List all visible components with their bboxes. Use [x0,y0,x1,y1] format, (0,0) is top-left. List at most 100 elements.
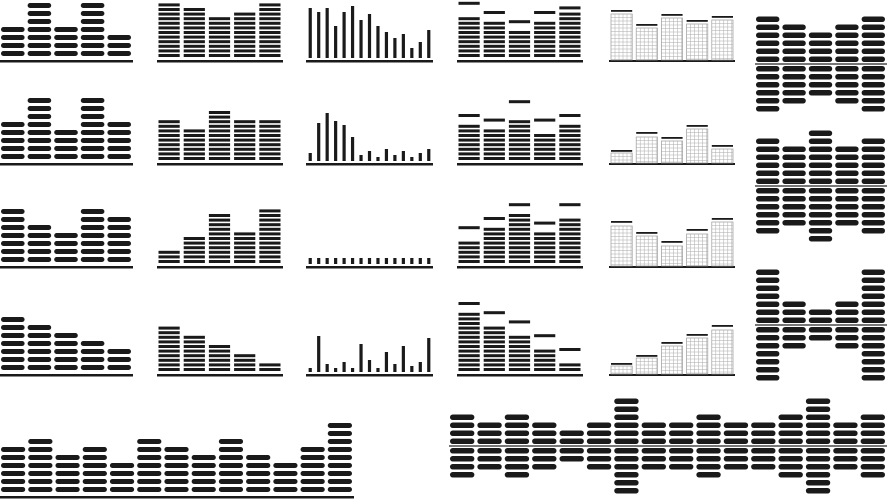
pill-segment [164,455,189,460]
pill-segment [861,74,885,80]
slat-segment [559,363,581,367]
pill-segment [164,479,189,484]
pill-segment [1,341,25,346]
pill-segment [450,472,475,478]
pill-segment [808,40,833,46]
pill-segment [327,439,352,444]
stick [342,125,346,161]
slat-segment [158,8,180,11]
slat-segment [208,237,231,240]
pill-segment [808,196,833,202]
grid-equalizer [609,325,735,376]
pill-segment [586,422,612,428]
pill-segment [1,479,26,484]
peak-cap [458,302,480,305]
slat-segment [183,134,205,137]
slat-segment [458,326,480,330]
slat-segment [534,349,556,353]
pill-segment [80,349,105,354]
slat-segment [559,237,581,240]
slat-segment [483,21,505,25]
peak-cap [686,229,708,231]
slat-segment [534,134,556,137]
slat-segment [483,237,505,240]
slat-segment [234,143,256,147]
pill-segment [756,220,780,226]
stick [308,258,312,264]
slat-segment [559,54,581,57]
pill-segment [218,455,244,460]
stick [410,157,414,161]
pill-segment [861,351,885,357]
pill-segment [778,438,803,444]
slat-segment [234,358,256,362]
pill-segment [107,217,131,222]
slat-segment [208,115,231,119]
stick [410,258,414,264]
pill-segment [782,98,806,104]
slat-segment [208,138,231,142]
slat-segment [208,35,231,39]
slat-segment [183,241,205,245]
slat-segment [183,260,205,263]
pill-segment [614,456,639,462]
pill-segment [861,56,885,62]
slat-segment [158,250,180,254]
pill-segment [80,27,105,32]
pill-segment [27,3,52,8]
slat-segment [458,260,480,263]
pill-segment [782,196,806,202]
pill-segment [27,349,52,354]
pill-segment [28,463,53,468]
pill-segment [218,463,244,468]
grid-bar [610,152,633,164]
pill-segment [80,225,105,230]
slat-segment [158,129,180,133]
pill-segment [861,220,885,226]
stick [342,362,346,372]
slat-segment [208,241,231,245]
slat-segment [234,44,256,48]
pill-segment [327,487,352,492]
peak-cap [534,334,556,338]
pill-segment [1,146,25,151]
pill-segment [586,438,612,444]
slat-segment [534,54,556,57]
pill-segment [327,447,352,452]
pill-segment [107,233,131,238]
pill-segment [751,448,776,454]
slat-segment [158,255,180,259]
slat-segment [158,31,180,34]
pill-segment [778,464,803,470]
pill-segment [1,217,25,222]
slat-equalizer [157,209,283,269]
slat-segment [508,223,531,227]
slat-segment [534,26,556,30]
stick [334,26,338,58]
slat-segment [234,260,256,263]
pill-segment [107,146,131,151]
pill-segment [778,430,803,436]
pill-segment [164,447,189,452]
slat-segment [259,152,281,156]
pill-segment [614,472,639,478]
slat-segment [208,147,231,151]
pill-segment [782,154,806,160]
slat-segment [158,354,180,358]
pill-segment [696,472,721,478]
pill-segment [504,472,530,478]
pill-segment [477,456,502,462]
pill-segment [782,74,806,80]
peak-cap [458,1,480,5]
slat-segment [508,147,531,151]
pill-segment [808,162,833,168]
pill-segment [107,257,131,262]
slat-segment [183,17,205,21]
slat-segment [483,31,505,34]
stick [393,258,397,264]
pill-segment [805,464,831,470]
pill-segment [327,463,352,468]
pill-segment [54,249,78,254]
pill-segment [246,455,271,460]
stick [367,258,372,264]
